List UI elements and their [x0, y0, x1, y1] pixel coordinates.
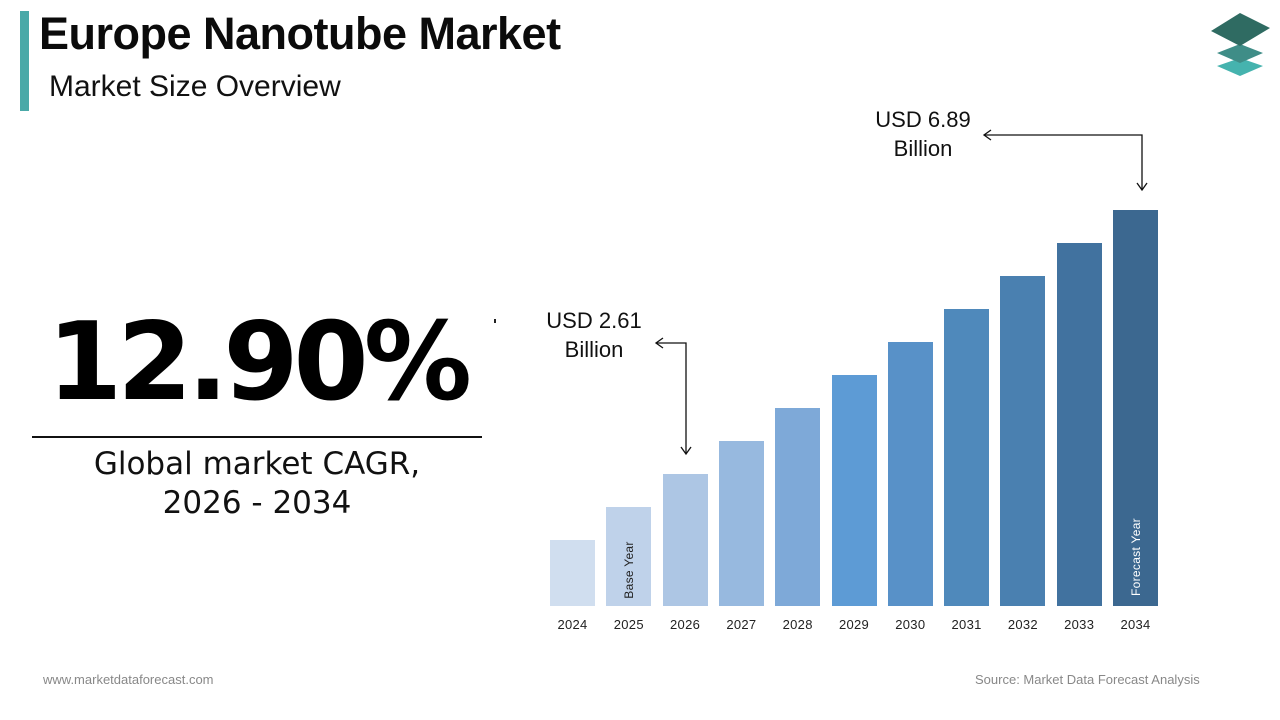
x-tick-2025: 2025 — [613, 617, 644, 632]
bar-2025: Base Year — [606, 507, 652, 606]
x-tick-2026: 2026 — [670, 617, 701, 632]
callout-end: USD 6.89 Billion — [859, 105, 987, 163]
arrow-end-icon — [982, 129, 1148, 192]
bar-2026 — [662, 474, 708, 606]
x-tick-2030: 2030 — [895, 617, 926, 632]
source-note: Source: Market Data Forecast Analysis — [975, 672, 1200, 687]
callout-start-unit: Billion — [564, 337, 624, 362]
stacked-layers-icon — [1211, 13, 1270, 76]
website-link[interactable]: www.marketdataforecast.com — [43, 672, 214, 687]
x-tick-2027: 2027 — [726, 617, 757, 632]
callout-start: USD 2.61 Billion — [530, 306, 658, 364]
callout-end-unit: Billion — [893, 136, 953, 161]
cagr-label-line1: Global market CAGR, — [93, 446, 421, 482]
page-title: Europe Nanotube Market — [39, 8, 561, 59]
x-tick-2034: 2034 — [1120, 617, 1151, 632]
bar-2024 — [550, 540, 595, 606]
bar-2033 — [1056, 243, 1102, 606]
bar-2028 — [775, 408, 821, 606]
x-tick-2028: 2028 — [782, 617, 813, 632]
x-tick-2033: 2033 — [1064, 617, 1095, 632]
bar-annotation-2034: Forecast Year — [1128, 518, 1143, 597]
x-tick-2024: 2024 — [557, 617, 588, 632]
bar-2030 — [887, 342, 933, 606]
cagr-value: 12.90% — [47, 300, 472, 425]
cagr-label-line2: 2026 - 2034 — [162, 485, 352, 521]
cagr-label: Global market CAGR, 2026 - 2034 — [32, 445, 482, 523]
bar-2029 — [831, 375, 877, 606]
title-accent-bar — [20, 11, 29, 111]
decorative-dot — [494, 319, 496, 323]
callout-end-value: USD 6.89 — [875, 107, 971, 132]
bar-annotation-2025: Base Year — [621, 541, 636, 599]
bar-2034: Forecast Year — [1113, 210, 1158, 606]
bar-2032 — [1000, 276, 1046, 606]
cagr-divider — [32, 436, 482, 438]
arrow-start-icon — [654, 337, 692, 456]
x-tick-2032: 2032 — [1007, 617, 1038, 632]
bar-2031 — [944, 309, 990, 606]
callout-start-value: USD 2.61 — [546, 308, 642, 333]
x-tick-2031: 2031 — [951, 617, 982, 632]
bar-2027 — [718, 441, 764, 606]
x-tick-2029: 2029 — [838, 617, 870, 632]
page-subtitle: Market Size Overview — [49, 70, 341, 103]
